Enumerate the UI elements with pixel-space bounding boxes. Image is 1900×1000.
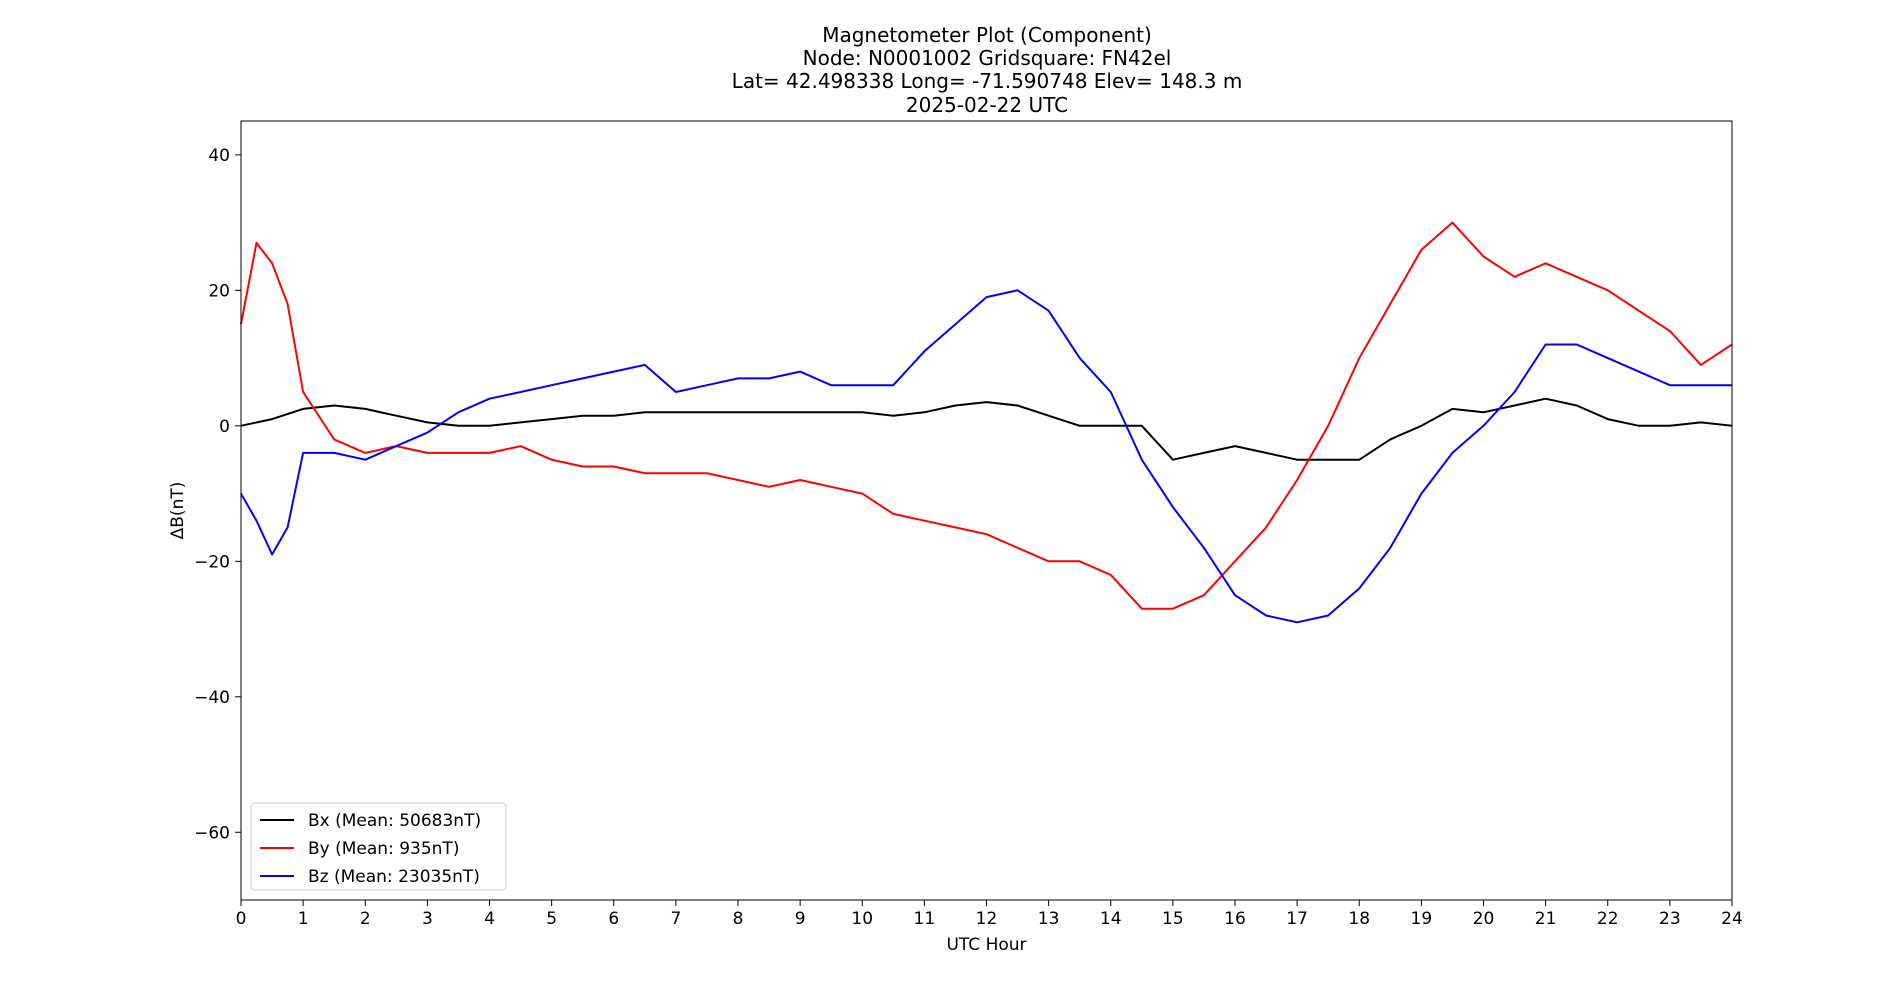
series-line-bz [240, 289, 1732, 624]
x-tick-label: 6 [608, 909, 619, 929]
x-tick-label: 7 [670, 909, 681, 929]
series-line-bx [240, 397, 1733, 461]
x-tick-label: 12 [976, 909, 998, 929]
legend: Bx (Mean: 50683nT) By (Mean: 935nT) Bz (Me… [250, 802, 507, 891]
chart-title: Magnetometer Plot (Component) Node: N000… [732, 23, 1243, 117]
x-tick-label: 2 [360, 909, 371, 929]
y-axis-label: ΔB(nT) [168, 482, 188, 540]
y-tick-label: 20 [208, 281, 230, 301]
x-tick-label: 21 [1535, 909, 1557, 929]
title-line-1: Magnetometer Plot (Component) [822, 23, 1152, 47]
y-tick-label: −40 [194, 688, 230, 708]
legend-box [250, 802, 507, 891]
x-tick-label: 17 [1286, 909, 1308, 929]
x-tick-label: 24 [1721, 909, 1743, 929]
series-line-by [240, 221, 1733, 610]
series-lines [240, 221, 1733, 624]
x-tick-label: 11 [914, 909, 936, 929]
x-tick-label: 10 [851, 909, 873, 929]
y-axis: 40 20 0 −20 −40 −60 [194, 146, 241, 843]
plot-area-frame [240, 120, 1733, 901]
legend-label: By (Mean: 935nT) [308, 839, 459, 859]
y-tick-label: −20 [194, 552, 230, 572]
title-line-2: Node: N0001002 Gridsquare: FN42el [803, 46, 1172, 70]
x-tick-label: 4 [484, 909, 495, 929]
legend-label: Bx (Mean: 50683nT) [308, 811, 481, 831]
y-tick-label: 0 [219, 417, 230, 437]
x-tick-label: 18 [1348, 909, 1370, 929]
x-tick-label: 13 [1038, 909, 1060, 929]
y-tick-label: −60 [194, 823, 230, 843]
legend-label: Bz (Mean: 23035nT) [308, 867, 480, 887]
x-tick-label: 3 [422, 909, 433, 929]
x-tick-label: 22 [1597, 909, 1619, 929]
x-tick-label: 9 [795, 909, 806, 929]
x-tick-label: 20 [1473, 909, 1495, 929]
y-tick-label: 40 [208, 146, 230, 166]
x-tick-label: 15 [1162, 909, 1184, 929]
x-axis: 0 1 2 3 4 5 6 7 8 9 10 11 12 13 14 15 16 17 18 19 20 21 22 23 24 [236, 900, 1743, 929]
x-tick-label: 23 [1659, 909, 1681, 929]
x-tick-label: 8 [733, 909, 744, 929]
x-axis-label: UTC Hour [946, 935, 1026, 955]
x-tick-label: 1 [298, 909, 309, 929]
x-tick-label: 0 [236, 909, 247, 929]
x-tick-label: 5 [546, 909, 557, 929]
title-line-4: 2025-02-22 UTC [906, 93, 1068, 117]
x-tick-label: 14 [1100, 909, 1122, 929]
x-tick-label: 19 [1411, 909, 1433, 929]
x-tick-label: 16 [1224, 909, 1246, 929]
title-line-3: Lat= 42.498338 Long= -71.590748 Elev= 14… [732, 69, 1243, 93]
